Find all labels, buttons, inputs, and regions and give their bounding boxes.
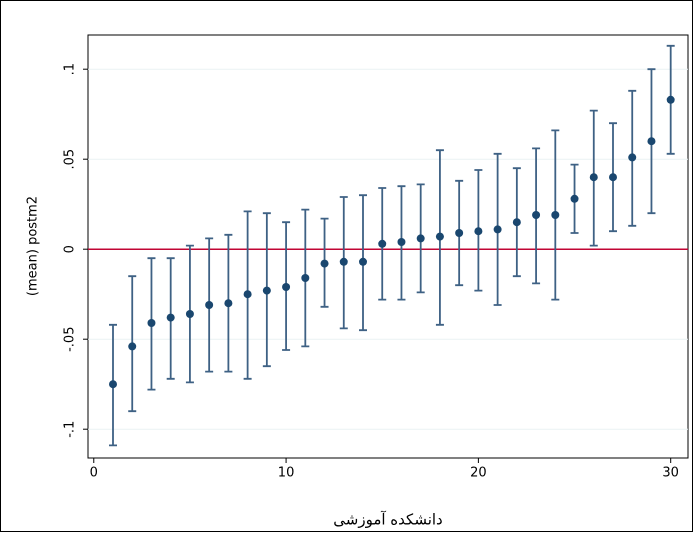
- point: [185, 310, 194, 318]
- point: [609, 173, 617, 182]
- point: [474, 227, 483, 236]
- x-tick-label: 10: [278, 466, 295, 481]
- y-tick-label: .05: [63, 149, 78, 170]
- point: [359, 257, 367, 266]
- point: [147, 319, 156, 327]
- plot-frame: [87, 34, 689, 459]
- x-tick-label: 0: [90, 466, 98, 481]
- point: [435, 232, 444, 241]
- point: [205, 301, 214, 309]
- y-tick-label: -.1: [63, 421, 78, 438]
- x-axis-title: دانشکده آموزشی: [333, 511, 442, 529]
- point: [455, 229, 464, 237]
- point: [166, 313, 175, 322]
- point: [628, 153, 637, 162]
- y-axis-title: (mean) postm2: [26, 196, 41, 296]
- point: [339, 257, 348, 266]
- point: [282, 283, 291, 291]
- point: [647, 137, 656, 146]
- point: [301, 274, 310, 282]
- point: [589, 173, 598, 182]
- point: [666, 95, 675, 104]
- y-tick-label: 0: [63, 245, 78, 253]
- point: [109, 380, 117, 389]
- point: [262, 286, 271, 295]
- point: [378, 239, 387, 248]
- point: [128, 342, 137, 351]
- y-tick-label: -.05: [63, 327, 78, 352]
- point: [224, 299, 233, 308]
- point: [416, 234, 425, 243]
- x-tick-label: 30: [662, 466, 679, 481]
- y-tick-label: .1: [63, 63, 78, 75]
- point: [512, 218, 521, 227]
- point: [551, 211, 560, 219]
- point: [243, 290, 252, 299]
- point: [493, 225, 502, 234]
- point: [320, 259, 329, 268]
- point: [570, 194, 579, 203]
- point: [397, 238, 406, 246]
- point: [532, 211, 541, 219]
- x-tick-label: 20: [470, 466, 487, 481]
